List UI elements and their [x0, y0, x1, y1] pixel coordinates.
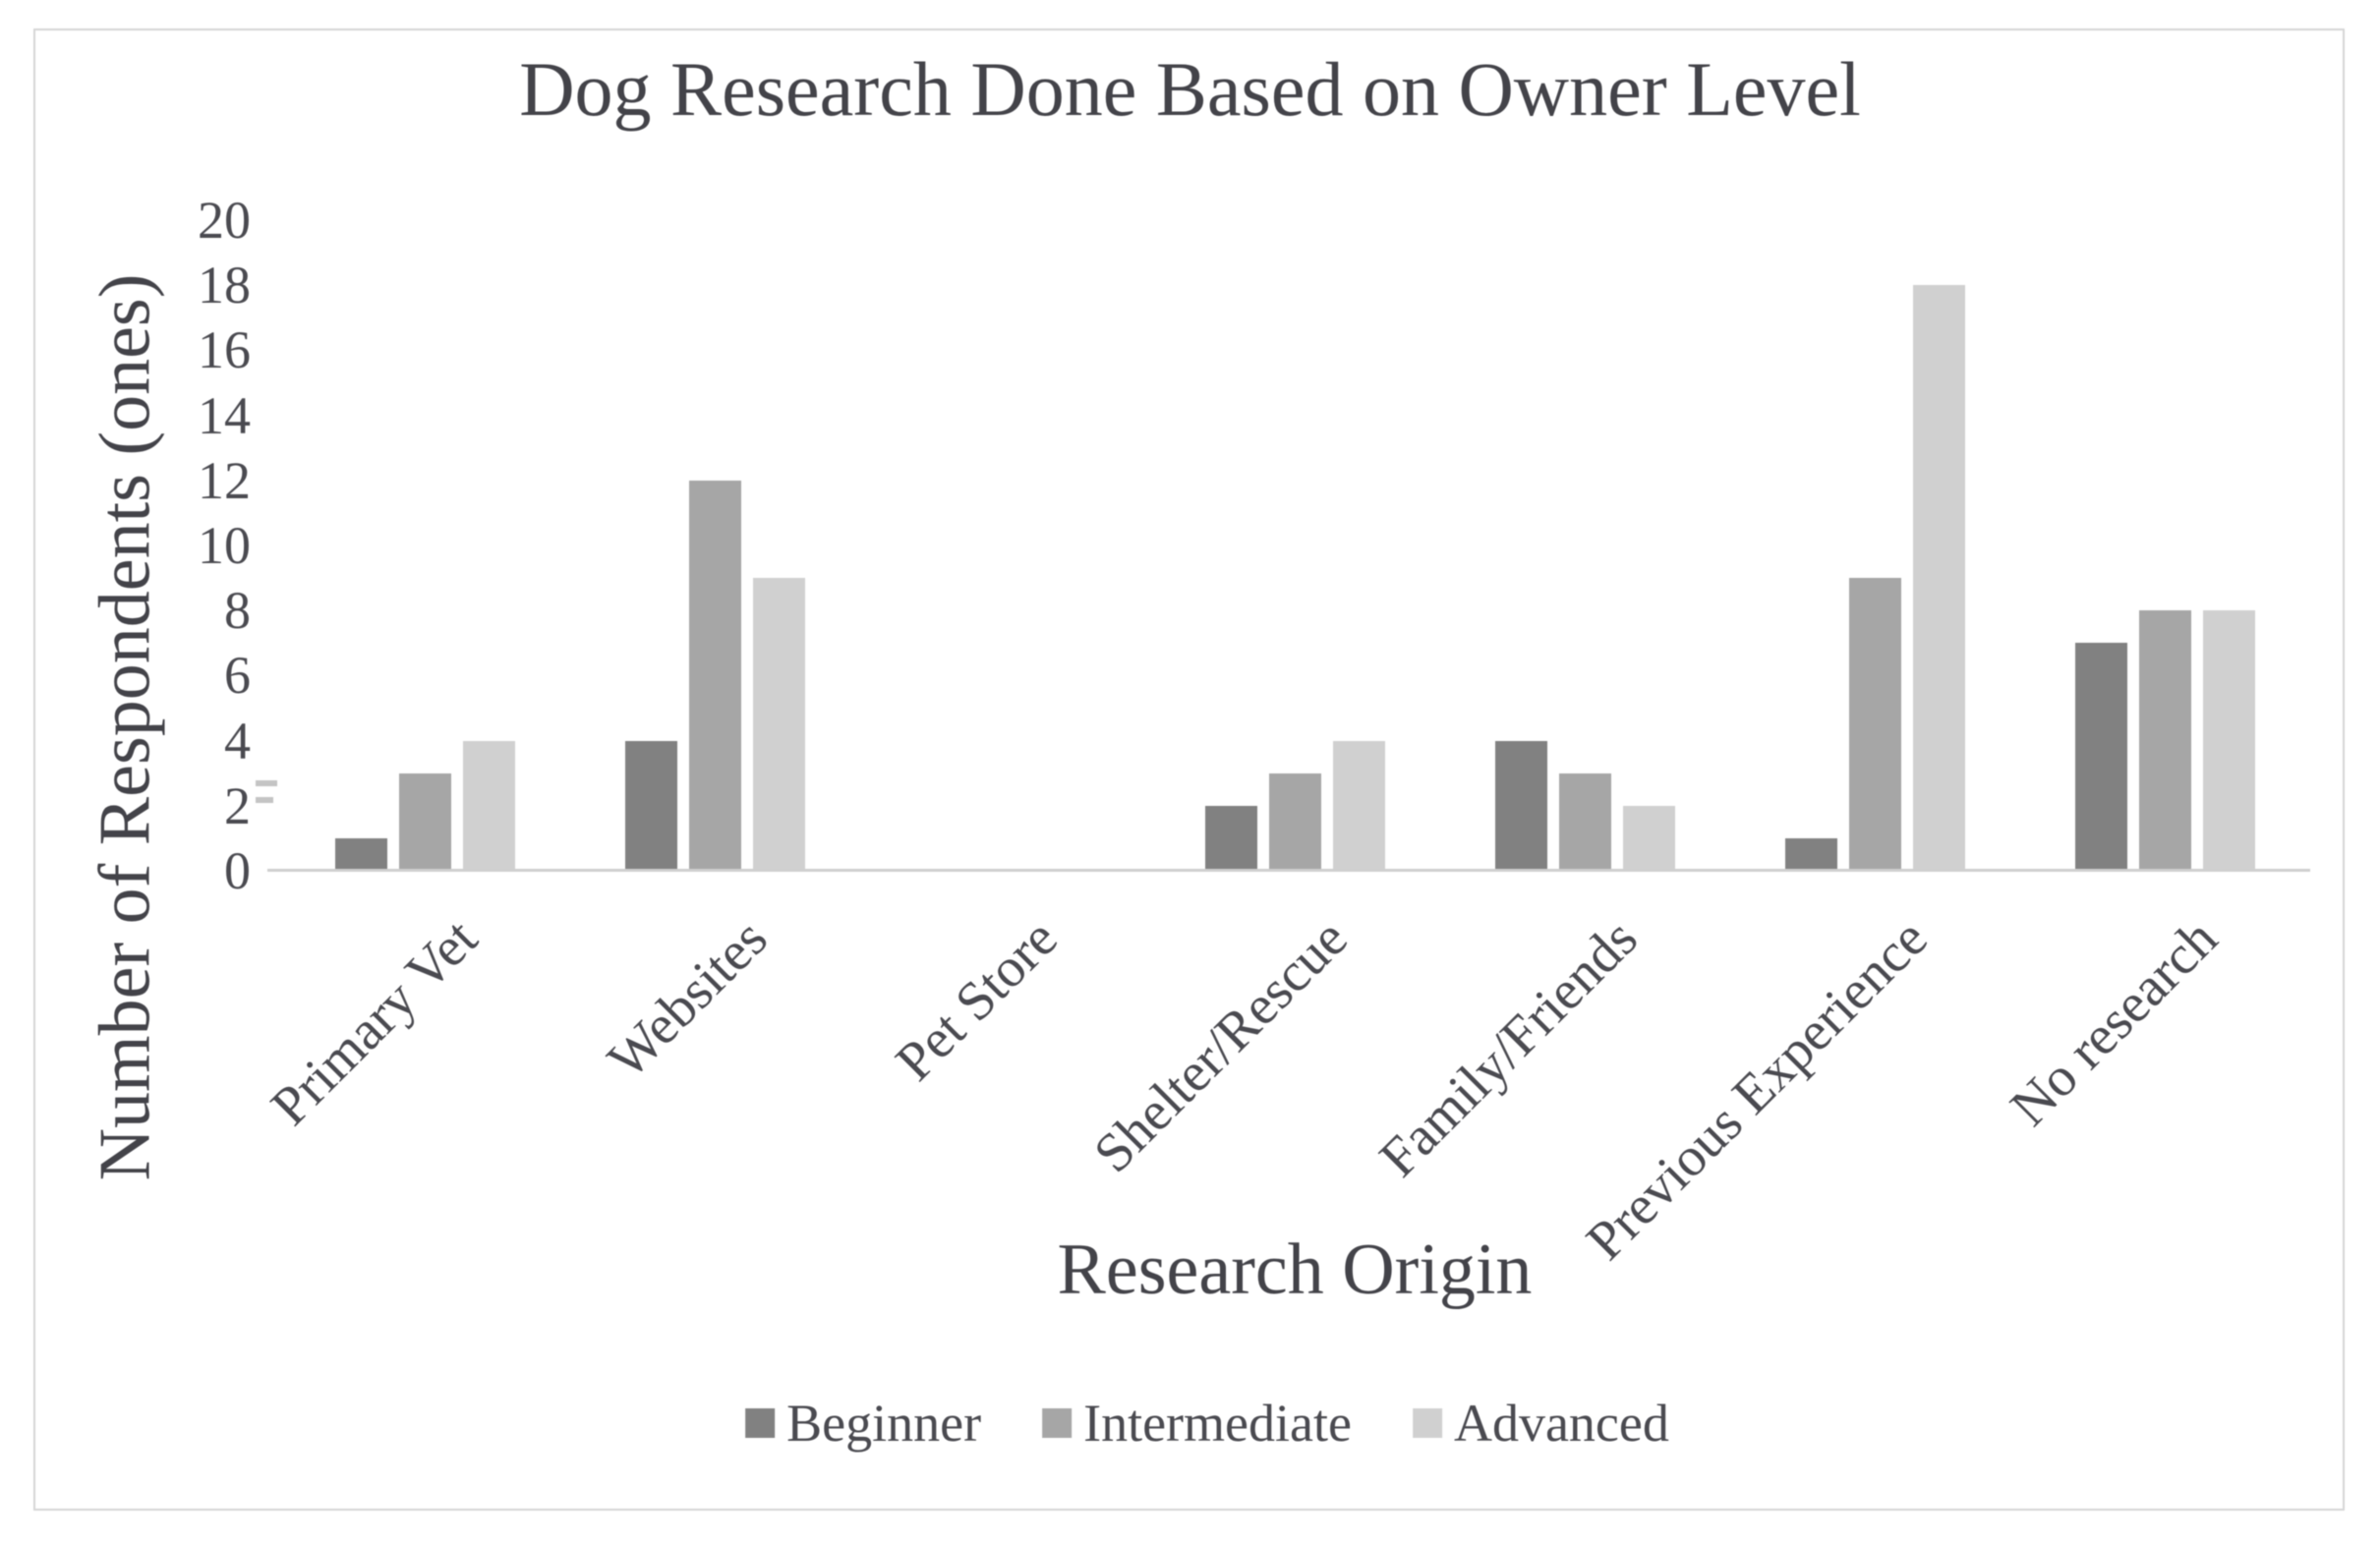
- y-tick-label-0: 0: [224, 841, 251, 900]
- bar-advanced-primary-vet: [463, 741, 515, 871]
- y-axis-title: Number of Respondents (ones): [85, 273, 166, 1181]
- bar-advanced-previous-experience: [1913, 285, 1965, 871]
- y-tick-label-18: 18: [198, 256, 251, 315]
- bar-beginner-primary-vet: [335, 838, 387, 871]
- bar-intermediate-primary-vet: [399, 773, 451, 871]
- bar-group-shelter-rescue: [1150, 220, 1440, 871]
- bar-advanced-websites: [753, 578, 805, 871]
- bar-beginner-shelter-rescue: [1205, 806, 1257, 871]
- bar-group-previous-experience: [1730, 220, 2020, 871]
- bar-beginner-no-research: [2075, 643, 2127, 871]
- bar-intermediate-websites: [689, 481, 741, 871]
- legend-item-intermediate: Intermediate: [1042, 1394, 1352, 1453]
- bar-advanced-shelter-rescue: [1333, 741, 1385, 871]
- legend-swatch-beginner: [745, 1408, 776, 1438]
- bar-intermediate-family-friends: [1559, 773, 1611, 871]
- stray-dash: [256, 780, 277, 786]
- chart-title: Dog Research Done Based on Owner Level: [519, 46, 1861, 132]
- y-tick-label-6: 6: [224, 646, 251, 705]
- y-tick-label-8: 8: [224, 581, 251, 640]
- bar-beginner-family-friends: [1495, 741, 1547, 871]
- bar-group-no-research: [2020, 220, 2310, 871]
- y-tick-label-2: 2: [224, 776, 251, 835]
- x-axis-title: Research Origin: [1057, 1229, 1533, 1310]
- bar-intermediate-shelter-rescue: [1269, 773, 1321, 871]
- legend-item-advanced: Advanced: [1412, 1394, 1669, 1453]
- legend-swatch-advanced: [1412, 1408, 1442, 1438]
- bar-beginner-previous-experience: [1785, 838, 1837, 871]
- y-tick-label-10: 10: [198, 516, 251, 575]
- x-axis-line: [267, 869, 2310, 872]
- stray-dash: [256, 797, 273, 803]
- bar-group-pet-store: [860, 220, 1150, 871]
- y-tick-label-14: 14: [198, 386, 251, 445]
- bar-group-family-friends: [1440, 220, 1730, 871]
- legend-label-intermediate: Intermediate: [1083, 1394, 1352, 1453]
- bar-advanced-family-friends: [1623, 806, 1675, 871]
- y-tick-label-20: 20: [198, 191, 251, 250]
- stray-artifact-marks: [256, 780, 279, 806]
- plot-area: [280, 220, 2310, 871]
- bar-group-primary-vet: [280, 220, 570, 871]
- legend-label-beginner: Beginner: [786, 1394, 982, 1453]
- bar-intermediate-previous-experience: [1849, 578, 1901, 871]
- legend: Beginner Intermediate Advanced: [745, 1394, 1669, 1453]
- bar-advanced-no-research: [2203, 610, 2255, 871]
- bar-beginner-websites: [625, 741, 677, 871]
- bar-intermediate-no-research: [2139, 610, 2191, 871]
- legend-label-advanced: Advanced: [1453, 1394, 1669, 1453]
- y-tick-label-12: 12: [198, 451, 251, 510]
- legend-swatch-intermediate: [1042, 1408, 1073, 1438]
- y-tick-label-4: 4: [224, 712, 251, 771]
- bar-group-websites: [570, 220, 860, 871]
- legend-item-beginner: Beginner: [745, 1394, 981, 1453]
- y-tick-label-16: 16: [198, 320, 251, 379]
